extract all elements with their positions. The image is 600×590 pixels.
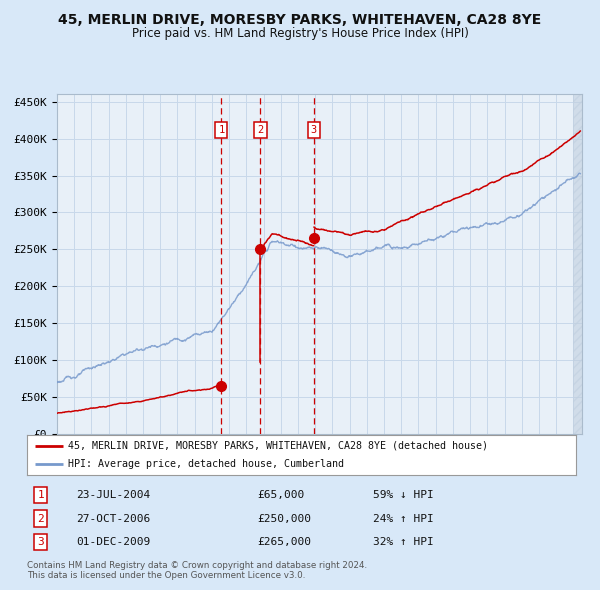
- Text: Price paid vs. HM Land Registry's House Price Index (HPI): Price paid vs. HM Land Registry's House …: [131, 27, 469, 40]
- Text: £65,000: £65,000: [257, 490, 305, 500]
- Text: 24% ↑ HPI: 24% ↑ HPI: [373, 514, 434, 523]
- Text: 3: 3: [311, 125, 317, 135]
- Text: 2: 2: [257, 125, 263, 135]
- Text: 1: 1: [218, 125, 224, 135]
- Text: 27-OCT-2006: 27-OCT-2006: [76, 514, 151, 523]
- Text: 32% ↑ HPI: 32% ↑ HPI: [373, 537, 434, 547]
- Text: 3: 3: [37, 537, 44, 547]
- Text: Contains HM Land Registry data © Crown copyright and database right 2024.
This d: Contains HM Land Registry data © Crown c…: [27, 560, 367, 580]
- Text: 45, MERLIN DRIVE, MORESBY PARKS, WHITEHAVEN, CA28 8YE: 45, MERLIN DRIVE, MORESBY PARKS, WHITEHA…: [58, 13, 542, 27]
- Text: 1: 1: [37, 490, 44, 500]
- Text: 45, MERLIN DRIVE, MORESBY PARKS, WHITEHAVEN, CA28 8YE (detached house): 45, MERLIN DRIVE, MORESBY PARKS, WHITEHA…: [68, 441, 488, 451]
- Text: 59% ↓ HPI: 59% ↓ HPI: [373, 490, 434, 500]
- Text: 23-JUL-2004: 23-JUL-2004: [76, 490, 151, 500]
- Text: 2: 2: [37, 514, 44, 523]
- Text: £265,000: £265,000: [257, 537, 311, 547]
- Text: HPI: Average price, detached house, Cumberland: HPI: Average price, detached house, Cumb…: [68, 459, 344, 469]
- Text: 01-DEC-2009: 01-DEC-2009: [76, 537, 151, 547]
- Bar: [574, 94, 582, 434]
- Text: £250,000: £250,000: [257, 514, 311, 523]
